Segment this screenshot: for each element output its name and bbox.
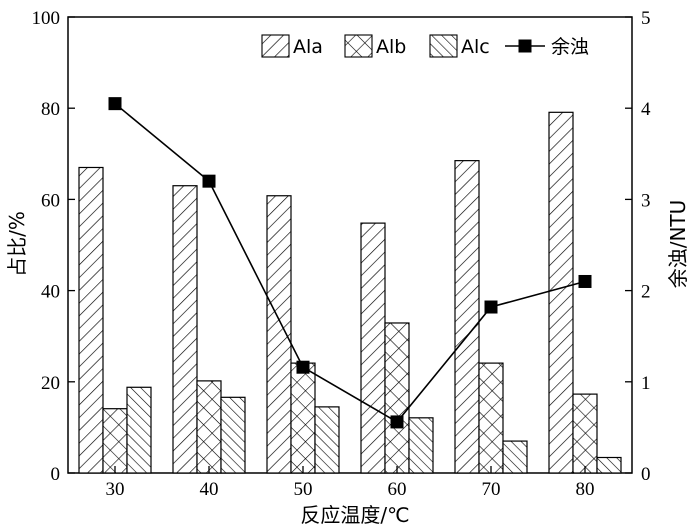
bar-Alc-40	[220, 396, 246, 474]
bar-Alc-70	[502, 440, 528, 474]
y-tick-label: 80	[41, 99, 60, 120]
plot-border	[67, 16, 633, 474]
point-余浊-50	[296, 360, 310, 374]
y-tick-label: 100	[32, 8, 61, 29]
point-余浊-30	[108, 97, 122, 111]
y-tick-label: 20	[41, 373, 60, 394]
x-tick-label: 70	[482, 479, 501, 500]
bar-Alb-40	[196, 380, 222, 474]
line-layer	[108, 97, 592, 429]
y2-axis-label: 余浊/NTU	[666, 200, 690, 289]
legend-label-Alb: Alb	[376, 36, 406, 58]
x-tick-label: 50	[294, 479, 313, 500]
bar-Alb-70	[478, 362, 504, 474]
legend-label-Alc: Alc	[461, 36, 490, 58]
point-余浊-60	[390, 415, 404, 429]
legend-swatch-Alb	[344, 34, 373, 58]
line-余浊	[114, 103, 586, 423]
bar-Alb-80	[572, 393, 598, 474]
x-tick-label: 80	[576, 479, 595, 500]
y2-tick-label: 1	[641, 373, 651, 394]
x-tick-label: 40	[200, 479, 219, 500]
bar-Alc-30	[126, 386, 152, 474]
bar-Ala-40	[172, 185, 198, 474]
x-tick-label: 30	[106, 479, 125, 500]
plot-frame	[67, 16, 633, 474]
y-tick-label: 60	[41, 190, 60, 211]
bar-Ala-60	[360, 222, 386, 474]
legend-label-Ala: Ala	[293, 36, 323, 58]
x-axis-label: 反应温度/℃	[300, 503, 409, 527]
bar-Ala-50	[266, 195, 292, 474]
bar-Ala-30	[78, 166, 104, 474]
bar-Alb-30	[102, 408, 128, 474]
point-余浊-40	[202, 174, 216, 188]
legend-swatch-Ala	[261, 34, 290, 58]
axes-layer: 0 20 40 60 80 100 0 1 2 3 4 5 30 40 50 60 70 80	[32, 8, 652, 500]
point-余浊-70	[484, 300, 498, 314]
y2-tick-label: 2	[641, 282, 651, 303]
point-余浊-80	[578, 274, 592, 288]
legend-label-余浊: 余浊	[551, 36, 589, 58]
y-axis-label: 占比/%	[5, 211, 29, 277]
y2-tick-label: 5	[641, 8, 651, 29]
bar-Ala-70	[454, 160, 480, 474]
legend-marker-余浊	[518, 39, 532, 53]
bar-layer	[78, 111, 622, 474]
bar-Alc-80	[596, 456, 622, 474]
bar-Alb-50	[290, 362, 316, 474]
y2-tick-label: 0	[641, 464, 651, 485]
y-tick-label: 0	[51, 464, 61, 485]
y-tick-label: 40	[41, 282, 60, 303]
x-tick-label: 60	[388, 479, 407, 500]
y2-tick-label: 4	[641, 99, 651, 120]
bar-Alc-60	[408, 417, 434, 474]
legend: Ala Alb Alc 余浊	[261, 34, 589, 58]
bar-Alb-60	[384, 322, 410, 474]
y2-tick-label: 3	[641, 190, 651, 211]
bar-Ala-80	[548, 111, 574, 474]
legend-swatch-Alc	[429, 34, 458, 58]
bar-Alc-50	[314, 406, 340, 474]
